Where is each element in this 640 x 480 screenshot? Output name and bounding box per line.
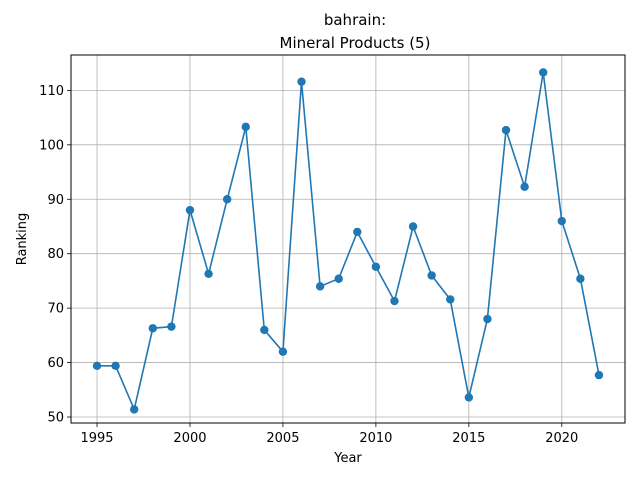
x-tick-label: 2005 xyxy=(266,431,299,446)
data-point xyxy=(594,370,604,380)
data-point xyxy=(278,347,288,356)
data-point xyxy=(148,324,157,333)
data-point xyxy=(557,216,566,226)
data-point xyxy=(520,182,529,191)
data-point xyxy=(408,222,418,231)
chart-title-line2: Mineral Products (5) xyxy=(280,34,431,52)
data-point xyxy=(353,227,362,237)
data-point xyxy=(241,122,250,132)
data-point xyxy=(204,269,213,279)
y-tick-label: 50 xyxy=(47,411,64,426)
data-point xyxy=(539,68,548,77)
data-point xyxy=(483,314,492,324)
grid-lines xyxy=(71,55,625,423)
data-point xyxy=(260,325,269,335)
chart-title-line1: bahrain: xyxy=(324,11,386,29)
data-point xyxy=(315,282,325,291)
data-point xyxy=(185,205,195,215)
x-tick-label: 1995 xyxy=(80,431,113,446)
data-point xyxy=(427,271,436,280)
data-point xyxy=(371,262,381,271)
plot-area-frame xyxy=(70,54,626,424)
x-tick-label: 2000 xyxy=(173,431,206,446)
data-point xyxy=(222,195,232,204)
x-tick-label: 2020 xyxy=(545,431,578,446)
y-tick-label: 100 xyxy=(39,138,64,153)
data-point xyxy=(446,295,455,304)
data-point xyxy=(167,322,176,331)
x-tick-label: 2015 xyxy=(452,431,485,446)
data-point xyxy=(576,274,585,283)
data-point xyxy=(390,296,399,306)
y-tick-label: 80 xyxy=(47,247,64,262)
data-point xyxy=(464,393,474,402)
data-point xyxy=(130,405,139,414)
y-tick-label: 110 xyxy=(39,84,64,99)
data-point xyxy=(92,361,102,371)
x-axis: 1995 2000 2005 2010 2015 2020 xyxy=(80,423,578,446)
series-group xyxy=(92,68,604,414)
data-point xyxy=(111,361,120,371)
y-axis: 50 60 70 80 90 100 110 xyxy=(39,84,71,426)
x-axis-label: Year xyxy=(333,451,362,466)
data-point xyxy=(334,274,343,283)
data-point xyxy=(501,125,511,135)
y-tick-label: 90 xyxy=(47,193,64,208)
y-tick-label: 60 xyxy=(47,356,64,371)
x-tick-label: 2010 xyxy=(359,431,392,446)
y-tick-label: 70 xyxy=(47,302,64,317)
series-line xyxy=(97,72,600,412)
y-axis-label: Ranking xyxy=(15,213,30,266)
data-point xyxy=(297,77,306,86)
